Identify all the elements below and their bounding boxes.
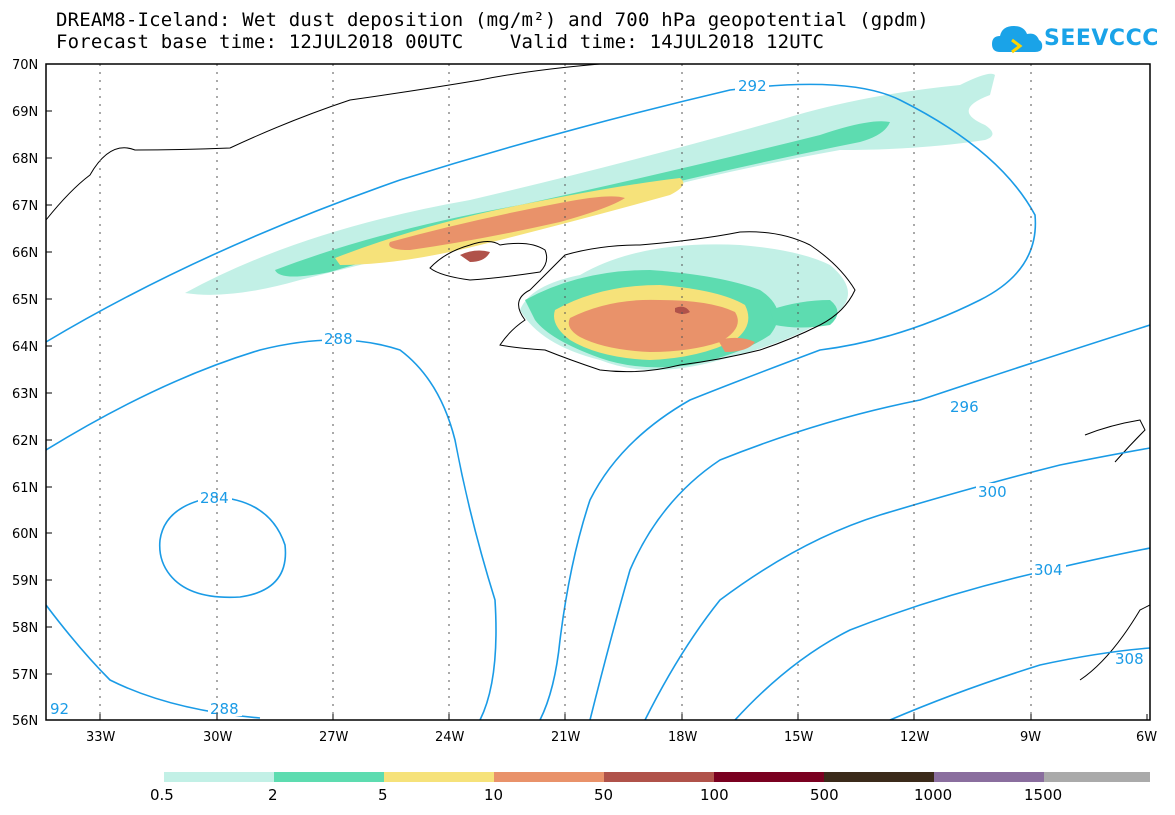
lon-label: 9W	[1020, 730, 1041, 745]
legend-label: 100	[700, 786, 729, 804]
lat-label: 56N	[12, 714, 38, 729]
lat-label: 70N	[12, 58, 38, 73]
coastlines	[46, 64, 1150, 681]
lat-label: 66N	[12, 246, 38, 261]
lat-label: 68N	[12, 152, 38, 167]
contour-label-288-south: 288	[210, 700, 239, 718]
legend-colorbar: 0.5 2 5 10 50 100 500 1000 1500	[150, 772, 1150, 804]
geopotential-contours	[46, 83, 1150, 720]
contour-label-292: 292	[738, 77, 767, 95]
lat-label: 65N	[12, 293, 38, 308]
legend-swatch	[824, 772, 934, 782]
lat-label: 63N	[12, 387, 38, 402]
map-plot-area: 292 288 284 288 296 300 304 92 308	[46, 64, 1150, 720]
legend-swatch	[494, 772, 604, 782]
legend-label: 1500	[1024, 786, 1062, 804]
contour-label-308: 308	[1115, 650, 1144, 668]
legend-swatch	[164, 772, 274, 782]
lat-label: 61N	[12, 481, 38, 496]
lon-label: 21W	[551, 730, 581, 745]
legend-label: 500	[810, 786, 839, 804]
legend-label: 10	[484, 786, 503, 804]
latitude-labels: 70N 69N 68N 67N 66N 65N 64N 63N 62N 61N …	[12, 58, 38, 729]
map-frame	[45, 63, 1151, 721]
axis-ticks	[46, 63, 1148, 721]
lat-label: 59N	[12, 574, 38, 589]
lat-label: 62N	[12, 434, 38, 449]
longitude-labels: 33W 30W 27W 24W 21W 18W 15W 12W 9W 6W	[86, 730, 1157, 745]
legend-label: 50	[594, 786, 613, 804]
contour-label-292-edge: 92	[50, 700, 69, 718]
contour-label-300: 300	[978, 483, 1007, 501]
lon-label: 30W	[203, 730, 233, 745]
cloud-logo-icon	[992, 26, 1043, 54]
lon-label: 18W	[668, 730, 698, 745]
contour-label-296: 296	[950, 398, 979, 416]
map-subtitle: Forecast base time: 12JUL2018 00UTC Vali…	[56, 31, 825, 53]
lat-label: 69N	[12, 105, 38, 120]
lat-label: 64N	[12, 340, 38, 355]
lon-label: 15W	[784, 730, 814, 745]
legend-swatch	[934, 772, 1044, 782]
legend-swatch	[604, 772, 714, 782]
lat-label: 67N	[12, 199, 38, 214]
legend-label: 1000	[914, 786, 952, 804]
logo-text: SEEVCCC	[1044, 26, 1159, 51]
lat-label: 58N	[12, 621, 38, 636]
lon-label: 6W	[1136, 730, 1157, 745]
legend-label: 5	[378, 786, 388, 804]
lon-label: 27W	[319, 730, 349, 745]
lon-label: 33W	[86, 730, 116, 745]
legend-label: 0.5	[150, 786, 174, 804]
lon-label: 12W	[900, 730, 930, 745]
map-title: DREAM8-Iceland: Wet dust deposition (mg/…	[56, 9, 929, 31]
meridian-gridlines	[99, 64, 1032, 720]
contour-label-304: 304	[1034, 561, 1063, 579]
legend-swatch	[384, 772, 494, 782]
lon-label: 24W	[435, 730, 465, 745]
lat-label: 57N	[12, 668, 38, 683]
seevccc-logo: SEEVCCC	[990, 20, 1160, 60]
lat-label: 60N	[12, 527, 38, 542]
legend-swatch	[1044, 772, 1150, 782]
contour-label-288: 288	[324, 330, 353, 348]
legend-swatch	[274, 772, 384, 782]
contour-label-284: 284	[200, 489, 229, 507]
dust-deposition-field	[185, 73, 995, 370]
legend-label: 2	[268, 786, 278, 804]
legend-swatch	[714, 772, 824, 782]
